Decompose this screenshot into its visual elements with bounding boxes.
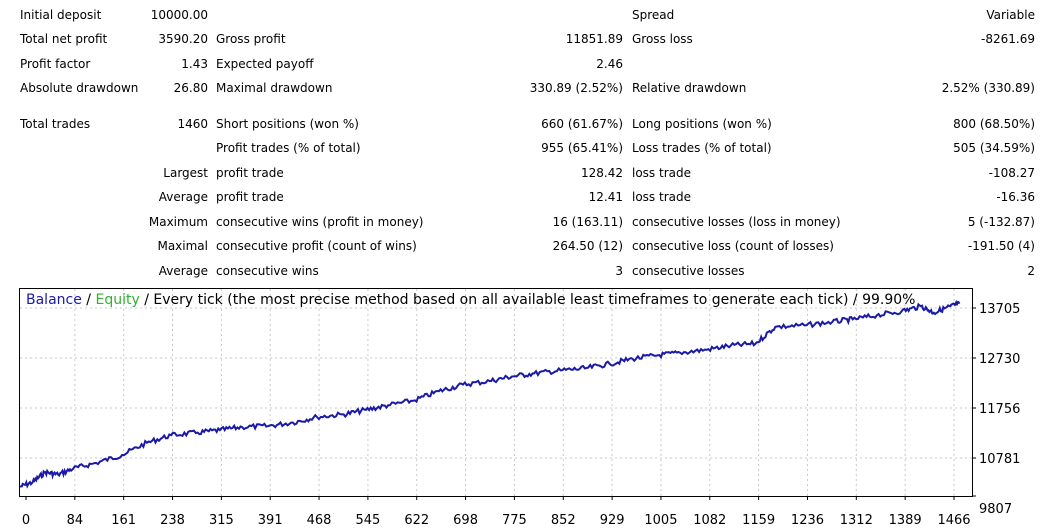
absolute-drawdown-value: 26.80 [173,81,208,95]
expected-payoff-value: 2.46 [596,57,623,71]
short-positions-label: Short positions (won %) [216,117,359,131]
x-tick-label: 775 [502,513,527,528]
x-tick-label: 622 [404,513,429,528]
x-tick-label: 1312 [840,513,873,528]
plot-frame [19,288,973,497]
grid-lines [20,289,972,496]
long-positions-label: Long positions (won %) [632,117,772,131]
y-tick-label: 9807 [979,502,1012,517]
spread-value: Variable [986,8,1035,22]
average-label: Average [158,190,208,204]
x-tick-label: 929 [600,513,625,528]
balance-series-line [19,299,961,489]
chart-title: Balance / Equity / Every tick (the most … [26,292,915,308]
title-sep1: / [82,292,96,308]
y-tick-label: 11756 [979,402,1020,417]
short-positions-value: 660 (61.67%) [541,117,623,131]
profit-factor-value: 1.43 [181,57,208,71]
average-loss-value: -16.36 [996,190,1035,204]
maximal-drawdown-label: Maximal drawdown [216,81,333,95]
x-tick-label: 1389 [889,513,922,528]
x-tick-label: 852 [551,513,576,528]
average-profit-value: 12.41 [588,190,623,204]
x-tick-label: 0 [22,513,30,528]
y-axis: 13705 12730 11756 10781 9807 [972,302,1020,517]
title-rest: / Every tick (the most precise method ba… [140,292,916,308]
average-loss-label: loss trade [632,190,691,204]
largest-profit-value: 128.42 [581,166,623,180]
y-tick-label: 12730 [979,352,1020,367]
x-tick-label: 84 [67,513,84,528]
x-tick-label: 238 [160,513,185,528]
average-profit-label: profit trade [216,190,284,204]
maximal-drawdown-value: 330.89 (2.52%) [529,81,623,95]
x-tick-label: 1159 [742,513,775,528]
profit-trades-value: 955 (65.41%) [541,141,623,155]
avg-cons-wins-value: 3 [615,264,623,278]
max-cons-wins-label: consecutive wins (profit in money) [216,215,424,229]
loss-trades-label: Loss trades (% of total) [632,141,772,155]
y-tick-label: 10781 [979,452,1020,467]
total-net-profit-label: Total net profit [20,32,108,46]
gross-profit-label: Gross profit [216,32,286,46]
absolute-drawdown-label: Absolute drawdown [20,81,139,95]
y-tick-label: 13705 [979,302,1020,317]
largest-loss-value: -108.27 [988,166,1035,180]
gross-loss-label: Gross loss [632,32,693,46]
max-cons-losses-value: 5 (-132.87) [967,215,1035,229]
average2-label: Average [158,264,208,278]
maximal-cons-loss-value: -191.50 (4) [967,239,1035,253]
x-tick-label: 161 [111,513,136,528]
gross-loss-value: -8261.69 [981,32,1035,46]
largest-profit-label: profit trade [216,166,284,180]
x-tick-label: 1005 [644,513,677,528]
total-trades-label: Total trades [20,117,91,131]
x-tick-label: 1082 [693,513,726,528]
expected-payoff-label: Expected payoff [216,57,314,71]
avg-cons-losses-label: consecutive losses [632,264,745,278]
maximal-cons-loss-label: consecutive loss (count of losses) [632,239,834,253]
x-tick-label: 468 [307,513,332,528]
long-positions-value: 800 (68.50%) [953,117,1035,131]
profit-trades-label: Profit trades (% of total) [216,141,361,155]
maximal-cons-profit-label: consecutive profit (count of wins) [216,239,417,253]
loss-trades-value: 505 (34.59%) [953,141,1035,155]
relative-drawdown-label: Relative drawdown [632,81,747,95]
maximal-cons-profit-value: 264.50 (12) [552,239,623,253]
relative-drawdown-value: 2.52% (330.89) [941,81,1035,95]
maximum-label: Maximum [148,215,208,229]
initial-deposit-label: Initial deposit [20,8,102,22]
largest-label: Largest [163,166,208,180]
x-tick-label: 315 [209,513,234,528]
title-equity: Equity [95,292,139,308]
balance-chart: 0 84 161 238 315 391 468 545 622 698 775 852 929 1005… [19,288,1020,528]
x-tick-label: 1466 [937,513,970,528]
title-balance: Balance [26,292,82,308]
x-tick-label: 1236 [791,513,824,528]
profit-factor-label: Profit factor [20,57,91,71]
max-cons-wins-value: 16 (163.11) [552,215,623,229]
x-tick-label: 698 [453,513,478,528]
spread-label: Spread [632,8,675,22]
initial-deposit-value: 10000.00 [150,8,208,22]
x-tick-label: 545 [355,513,380,528]
largest-loss-label: loss trade [632,166,691,180]
total-trades-value: 1460 [177,117,208,131]
max-cons-losses-label: consecutive losses (loss in money) [632,215,841,229]
x-axis: 0 84 161 238 315 391 468 545 622 698 775 852 929 1005… [22,496,971,528]
maximal-label: Maximal [157,239,208,253]
total-net-profit-value: 3590.20 [158,32,208,46]
gross-profit-value: 11851.89 [565,32,623,46]
x-tick-label: 391 [258,513,283,528]
avg-cons-losses-value: 2 [1027,264,1035,278]
avg-cons-wins-label: consecutive wins [216,264,319,278]
